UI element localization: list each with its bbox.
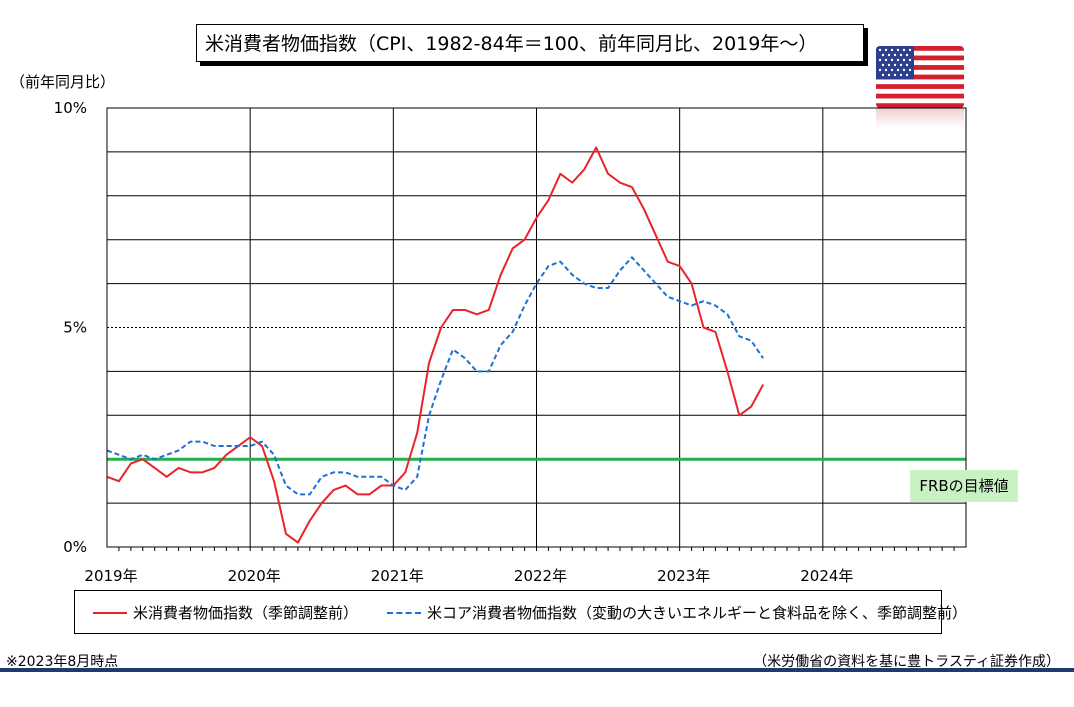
y-tick-label: 5% <box>63 319 87 337</box>
as-of-note: ※2023年8月時点 <box>6 654 119 670</box>
source-note: （米労働省の資料を基に豊トラスティ証券作成） <box>753 654 1060 670</box>
legend-item-cpi: 米消費者物価指数（季節調整前） <box>93 602 358 623</box>
legend-swatch-core <box>387 611 421 614</box>
x-tick-label: 2020年 <box>228 567 281 585</box>
x-tick-label: 2022年 <box>514 567 567 585</box>
series-line-core <box>106 256 765 496</box>
x-tick-label: 2021年 <box>371 567 424 585</box>
chart-title: 米消費者物価指数（CPI、1982-84年＝100、前年同月比、2019年～） <box>196 24 864 62</box>
x-tick-label: 2023年 <box>657 567 710 585</box>
chart-grid <box>107 108 966 551</box>
x-axis-ticks: 2019年 2020年 2021年 2022年 2023年 2024年 <box>84 567 853 585</box>
bottom-rule <box>0 668 1074 672</box>
y-axis-unit-label: （前年同月比） <box>10 73 116 91</box>
legend-item-core: 米コア消費者物価指数（変動の大きいエネルギーと食料品を除く、季節調整前） <box>387 602 967 623</box>
x-tick-label: 2019年 <box>84 567 137 585</box>
chart-series <box>106 146 765 544</box>
x-tick-label: 2024年 <box>800 567 853 585</box>
series-line-cpi <box>106 146 765 544</box>
us-flag-icon <box>876 46 964 108</box>
flag-reflection <box>876 108 964 128</box>
plot-frame <box>106 107 967 548</box>
legend-swatch-cpi <box>93 611 127 614</box>
y-tick-label: 10% <box>54 99 87 117</box>
chart-legend: 米消費者物価指数（季節調整前） 米コア消費者物価指数（変動の大きいエネルギーと食… <box>74 590 967 634</box>
y-tick-label: 0% <box>63 538 87 556</box>
legend-label-core: 米コア消費者物価指数（変動の大きいエネルギーと食料品を除く、季節調整前） <box>427 604 968 622</box>
frb-target-label: FRBの目標値 <box>910 470 1018 502</box>
legend-label-cpi: 米消費者物価指数（季節調整前） <box>133 604 359 622</box>
cpi-line-chart: 0% 5% 10% 2019年 2020年 2021年 2022年 2023年 2024年 <box>54 99 967 585</box>
y-axis-ticks: 0% 5% 10% <box>54 99 87 556</box>
